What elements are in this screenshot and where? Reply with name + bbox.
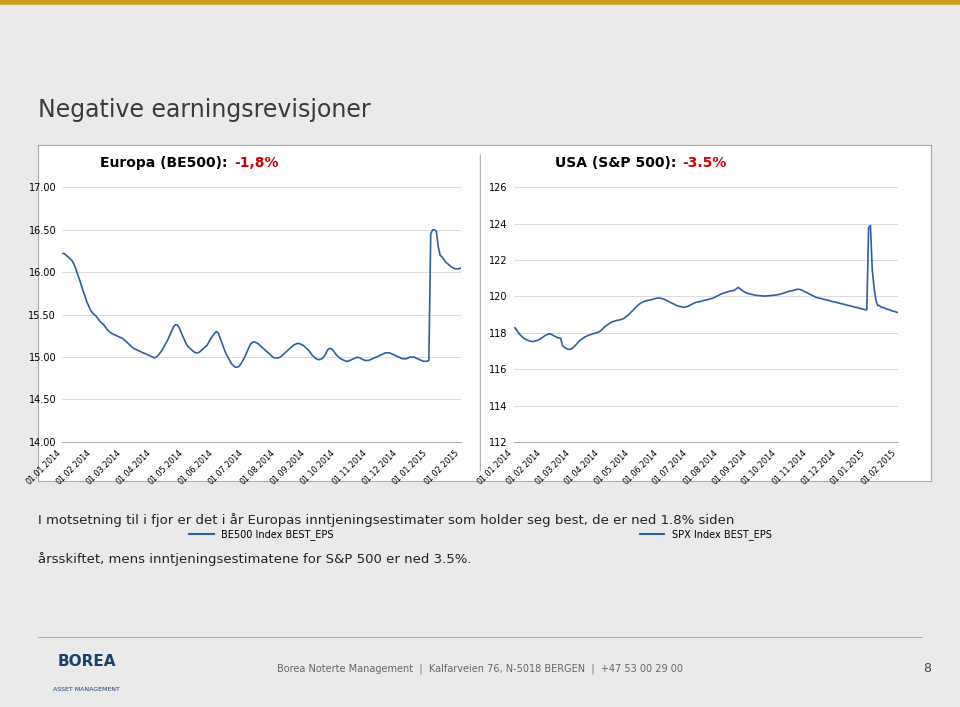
Text: årsskiftet, mens inntjeningsestimatene for S&P 500 er ned 3.5%.: årsskiftet, mens inntjeningsestimatene f… [38, 552, 472, 566]
Text: USA (S&P 500):: USA (S&P 500): [555, 156, 682, 170]
Text: -1,8%: -1,8% [233, 156, 278, 170]
Text: Europa (BE500):: Europa (BE500): [101, 156, 232, 170]
Text: -3.5%: -3.5% [683, 156, 727, 170]
Text: Borea Noterte Management  |  Kalfarveien 76, N-5018 BERGEN  |  +47 53 00 29 00: Borea Noterte Management | Kalfarveien 7… [277, 664, 683, 674]
Text: I motsetning til i fjor er det i år Europas inntjeningsestimater som holder seg : I motsetning til i fjor er det i år Euro… [38, 513, 734, 527]
Text: ASSET MANAGEMENT: ASSET MANAGEMENT [53, 686, 120, 692]
Legend: BE500 Index BEST_EPS: BE500 Index BEST_EPS [185, 525, 338, 544]
Text: 8: 8 [924, 662, 931, 675]
Text: Negative earningsrevisjoner: Negative earningsrevisjoner [38, 98, 371, 122]
Text: BOREA: BOREA [58, 653, 115, 669]
Legend: SPX Index BEST_EPS: SPX Index BEST_EPS [636, 525, 776, 544]
